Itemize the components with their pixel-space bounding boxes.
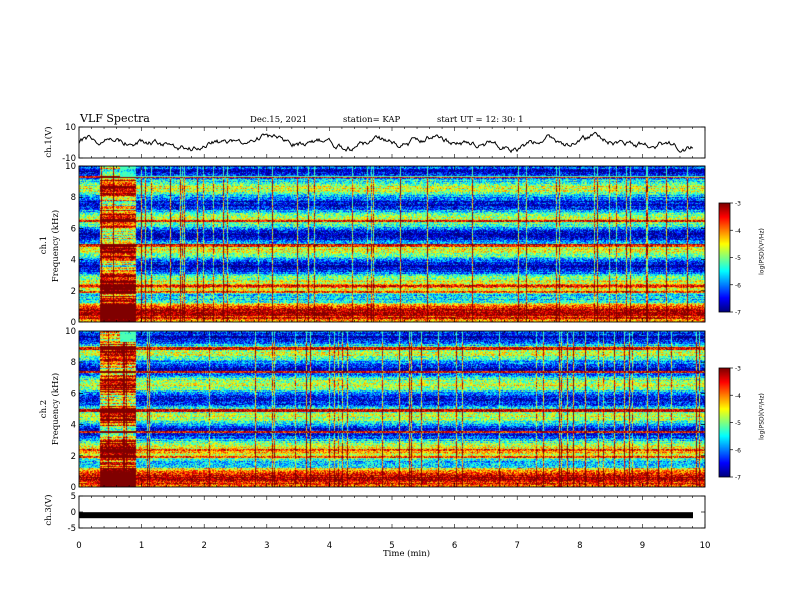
ch2-colorbar-tick-label: -7 <box>735 475 741 482</box>
ch2-colorbar-tick-label: -6 <box>735 447 741 454</box>
y-tick-label: 2 <box>71 452 76 462</box>
figure-title: VLF Spectra <box>80 112 150 125</box>
y-tick-label: 2 <box>71 287 76 297</box>
x-tick-label: 1 <box>139 541 144 551</box>
ch2-colorbar-tick-label: -4 <box>735 393 741 400</box>
ch1-spectrogram-image <box>79 166 705 322</box>
ch3-ylabel: ch.3(V) <box>44 494 54 526</box>
y-tick-label: 4 <box>71 256 76 266</box>
y-tick-label: 10 <box>65 327 76 337</box>
ch2-colorbar-tick-label: -3 <box>735 366 741 373</box>
x-tick-label: 6 <box>452 541 457 551</box>
y-tick-label: 0 <box>71 483 76 493</box>
x-tick-label: 5 <box>389 541 394 551</box>
ch2-colorbar-tick-label: -5 <box>735 420 741 427</box>
date-label: Dec.15, 2021 <box>250 115 308 125</box>
y-tick-label: 0 <box>71 508 76 518</box>
ch2-colorbar <box>719 368 730 477</box>
y-tick-label: 10 <box>65 162 76 172</box>
ch1-waveform-line <box>78 131 694 154</box>
y-tick-label: 8 <box>71 358 76 368</box>
y-tick-label: 8 <box>71 193 76 203</box>
ch1-spectrogram-ylabel-ch: ch.1 <box>39 235 49 255</box>
start-time-label: start UT = 12: 30: 1 <box>437 115 524 125</box>
ch1-waveform-ylabel: ch.1(V) <box>44 126 54 158</box>
y-tick-label: 5 <box>71 492 76 502</box>
x-tick-label: 8 <box>577 541 582 551</box>
x-tick-label: 2 <box>201 541 206 551</box>
ch2-spectrogram-ylabel-ch: ch.2 <box>39 399 49 419</box>
ch1-colorbar-tick-label: -5 <box>735 255 741 262</box>
x-tick-label: 0 <box>76 541 81 551</box>
ch2-spectrogram-image <box>79 331 705 487</box>
ch1-colorbar-tick-label: -4 <box>735 228 741 235</box>
ch1-spectrogram-ylabel-freq: Frequency (kHz) <box>51 209 61 283</box>
ch1-colorbar <box>719 203 730 312</box>
x-axis-label: Time (min) <box>383 549 431 559</box>
panel-frame <box>78 495 706 529</box>
y-tick-label: 0 <box>71 318 76 328</box>
x-tick-label: 7 <box>514 541 519 551</box>
ch3-level-line <box>79 512 693 519</box>
y-tick-label: -10 <box>62 154 76 164</box>
y-tick-label: 4 <box>71 421 76 431</box>
x-tick-label: 9 <box>640 541 645 551</box>
y-tick-label: -5 <box>68 524 76 534</box>
x-tick-label: 4 <box>327 541 332 551</box>
y-tick-label: 6 <box>71 224 76 234</box>
colorbar2-label: log(PSD)(V²/Hz) <box>758 393 766 440</box>
ch1-colorbar-tick-label: -7 <box>735 310 741 317</box>
colorbar1-label: log(PSD)(V²/Hz) <box>758 228 766 275</box>
x-tick-label: 10 <box>700 541 711 551</box>
x-tick-label: 3 <box>264 541 269 551</box>
station-label: station= KAP <box>343 115 401 125</box>
y-tick-label: 6 <box>71 389 76 399</box>
ch1-colorbar-tick-label: -6 <box>735 282 741 289</box>
ch2-spectrogram-ylabel-freq: Frequency (kHz) <box>51 372 61 446</box>
y-tick-label: 10 <box>65 123 76 133</box>
ch1-colorbar-tick-label: -3 <box>735 201 741 208</box>
